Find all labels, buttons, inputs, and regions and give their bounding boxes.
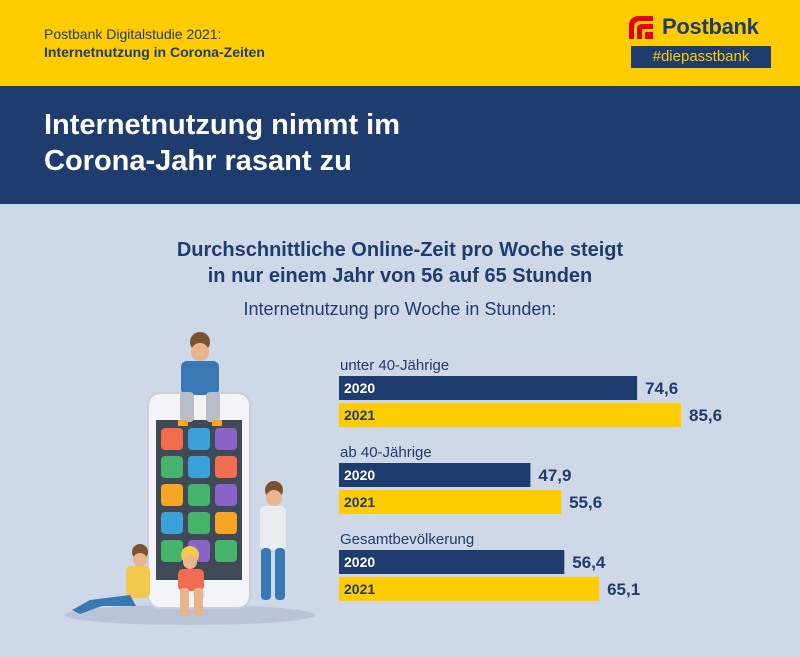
study-title: Postbank Digitalstudie 2021: Internetnut… (44, 25, 265, 61)
bar-2020 (339, 550, 565, 574)
group-label: unter 40-Jährige (340, 357, 449, 374)
headline-line2: Corona-Jahr rasant zu (44, 145, 352, 177)
bar-2020 (339, 463, 531, 487)
bar-value-label: 47,9 (538, 466, 571, 485)
chart-title: Durchschnittliche Online-Zeit pro Woche … (100, 237, 700, 289)
logo-name: Postbank (662, 14, 759, 39)
study-title-line2: Internetnutzung in Corona-Zeiten (44, 44, 265, 60)
headline-line1: Internetnutzung nimmt im (44, 109, 401, 141)
group-label: Gesamtbevölkerung (340, 531, 474, 548)
bar-year-label: 2020 (344, 467, 375, 483)
bar-value-label: 65,1 (607, 580, 640, 599)
bar-year-label: 2020 (344, 380, 375, 396)
bar-year-label: 2021 (344, 494, 375, 510)
bar-value-label: 56,4 (572, 553, 606, 572)
bar-2021 (339, 490, 562, 514)
bar-2021 (339, 577, 600, 601)
headline: Internetnutzung nimmt im Corona-Jahr ras… (44, 107, 564, 179)
bar-year-label: 2021 (344, 581, 375, 597)
study-title-line1: Postbank Digitalstudie 2021: (44, 26, 222, 42)
logo-tagline: #diepasstbank (631, 46, 771, 68)
chart-subtitle: Internetnutzung pro Woche in Stunden: (243, 299, 557, 319)
postbank-logo: Postbank #diepasstbank (626, 12, 771, 70)
group-label: ab 40-Jährige (340, 444, 432, 461)
bar-value-label: 74,6 (645, 379, 678, 398)
bar-value-label: 55,6 (569, 493, 602, 512)
bar-2020 (339, 376, 638, 400)
headline-banner (0, 86, 800, 204)
bar-value-label: 85,6 (689, 406, 722, 425)
chart-title-line1: Durchschnittliche Online-Zeit pro Woche … (176, 239, 624, 261)
bar-year-label: 2021 (344, 407, 375, 423)
chart-title-line2: in nur einem Jahr von 56 auf 65 Stunden (207, 265, 593, 287)
postbank-logo-icon (626, 12, 656, 42)
bar-year-label: 2020 (344, 554, 375, 570)
bar-2021 (339, 403, 681, 427)
smartphone-people-illustration (65, 332, 315, 625)
top-bar (0, 0, 800, 86)
